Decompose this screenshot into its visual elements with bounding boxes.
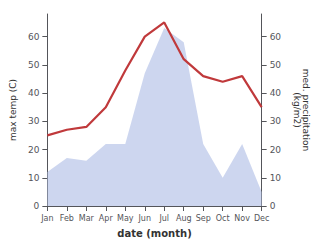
svg-text:Jan: Jan (40, 214, 53, 223)
svg-text:Mar: Mar (79, 214, 95, 223)
svg-text:Apr: Apr (99, 214, 114, 223)
svg-text:med. precipitation: med. precipitation (300, 68, 311, 152)
svg-text:60: 60 (270, 32, 282, 42)
svg-text:Jul: Jul (158, 214, 169, 223)
svg-text:60: 60 (28, 32, 40, 42)
svg-text:date (month): date (month) (117, 228, 191, 239)
svg-text:0: 0 (34, 201, 40, 211)
svg-text:(kg/m2): (kg/m2) (292, 92, 302, 127)
svg-text:20: 20 (270, 145, 282, 155)
svg-text:Aug: Aug (176, 214, 192, 223)
svg-text:40: 40 (270, 88, 282, 98)
svg-text:40: 40 (28, 88, 40, 98)
svg-text:10: 10 (270, 173, 282, 183)
svg-text:30: 30 (270, 116, 282, 126)
svg-text:May: May (117, 214, 134, 223)
svg-text:Jun: Jun (138, 214, 152, 223)
svg-text:10: 10 (28, 173, 40, 183)
svg-text:50: 50 (270, 60, 282, 70)
svg-text:Oct: Oct (216, 214, 230, 223)
svg-text:Dec: Dec (254, 214, 269, 223)
svg-text:20: 20 (28, 145, 40, 155)
svg-text:Sep: Sep (196, 214, 211, 223)
svg-text:50: 50 (28, 60, 40, 70)
svg-text:30: 30 (28, 116, 40, 126)
svg-text:Nov: Nov (234, 214, 250, 223)
svg-text:Feb: Feb (60, 214, 74, 223)
svg-text:0: 0 (270, 201, 276, 211)
svg-text:max temp (C): max temp (C) (8, 79, 18, 141)
